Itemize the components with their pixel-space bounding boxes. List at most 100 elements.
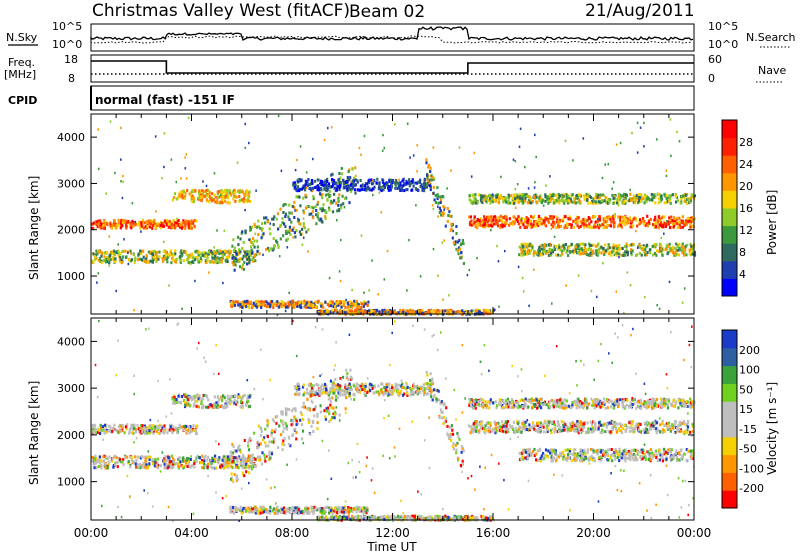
- range-cell: [586, 248, 588, 251]
- range-cell: [330, 304, 332, 307]
- range-cell: [324, 415, 326, 418]
- range-cell: [138, 222, 140, 225]
- range-cell: [190, 465, 192, 468]
- range-cell: [652, 196, 654, 199]
- range-cell: [312, 304, 314, 307]
- range-cell: [273, 223, 275, 226]
- noise-cell: [161, 177, 163, 179]
- range-cell: [276, 304, 278, 307]
- range-cell: [330, 418, 332, 421]
- range-cell: [180, 401, 182, 404]
- range-cell: [289, 229, 291, 232]
- range-cell: [308, 421, 310, 424]
- range-cell: [293, 216, 295, 219]
- range-cell: [239, 199, 241, 202]
- range-cell: [550, 217, 552, 220]
- noise-cell: [442, 298, 444, 300]
- range-cell: [495, 219, 497, 222]
- range-cell: [321, 193, 323, 196]
- noise-cell: [632, 243, 634, 245]
- range-cell: [549, 248, 551, 251]
- range-cell: [296, 420, 298, 423]
- range-cell: [530, 215, 532, 218]
- range-cell: [186, 465, 188, 468]
- range-cell: [105, 455, 107, 458]
- range-cell: [237, 448, 239, 451]
- range-cell: [674, 222, 676, 225]
- range-cell: [282, 430, 284, 433]
- range-cell: [529, 198, 531, 201]
- noise-cell: [432, 204, 434, 206]
- range-cell: [285, 422, 287, 425]
- range-cell: [604, 244, 606, 247]
- range-cell: [632, 250, 634, 253]
- range-cell: [509, 217, 511, 220]
- range-cell: [201, 455, 203, 458]
- range-cell: [314, 186, 316, 189]
- range-cell: [290, 221, 292, 224]
- range-cell: [435, 194, 437, 197]
- noise-cell: [194, 280, 196, 282]
- range-cell: [226, 189, 228, 192]
- range-cell: [566, 225, 568, 228]
- range-cell: [519, 197, 521, 200]
- range-cell: [550, 252, 552, 255]
- power-x-axis: [91, 114, 694, 314]
- range-cell: [97, 225, 99, 228]
- range-cell: [184, 195, 186, 198]
- range-cell: [348, 170, 350, 173]
- range-cell: [312, 206, 314, 209]
- range-cell: [556, 220, 558, 223]
- range-cell: [344, 306, 346, 309]
- noise-cell: [213, 246, 215, 248]
- noise-cell: [515, 160, 517, 162]
- range-cell: [301, 228, 303, 231]
- range-cell: [299, 419, 301, 422]
- range-cell: [433, 310, 435, 313]
- range-cell: [273, 420, 275, 423]
- range-cell: [272, 306, 274, 309]
- range-cell: [284, 437, 286, 440]
- range-cell: [94, 255, 96, 258]
- noise-cell: [433, 146, 435, 148]
- range-cell: [682, 195, 684, 198]
- range-cell: [137, 464, 139, 467]
- range-cell: [435, 201, 437, 204]
- noise-cell: [682, 301, 684, 303]
- range-cell: [439, 207, 441, 210]
- range-cell: [331, 178, 333, 181]
- range-cell: [500, 197, 502, 200]
- range-cell: [648, 220, 650, 223]
- colorbar-segment: [722, 120, 737, 138]
- range-cell: [262, 438, 264, 441]
- range-cell: [310, 206, 312, 209]
- range-cell: [563, 195, 565, 198]
- range-cell: [162, 260, 164, 263]
- range-cell: [644, 201, 646, 204]
- range-cell: [202, 397, 204, 400]
- range-cell: [312, 216, 314, 219]
- range-cell: [492, 219, 494, 222]
- noise-cell: [620, 142, 622, 144]
- range-cell: [341, 393, 343, 396]
- noise-cell: [644, 296, 646, 298]
- range-cell: [655, 225, 657, 228]
- range-cell: [207, 195, 209, 198]
- range-cell: [209, 195, 211, 198]
- noise-cell: [115, 290, 117, 292]
- range-cell: [358, 305, 360, 308]
- range-cell: [282, 204, 284, 207]
- range-cell: [527, 219, 529, 222]
- range-cell: [232, 466, 234, 469]
- range-cell: [572, 250, 574, 253]
- range-cell: [631, 220, 633, 223]
- range-cell: [164, 466, 166, 469]
- range-cell: [248, 261, 250, 264]
- range-cell: [184, 250, 186, 253]
- range-cell: [193, 397, 195, 400]
- range-cell: [690, 245, 692, 248]
- range-cell: [227, 260, 229, 263]
- range-cell: [99, 219, 101, 222]
- noise-cell: [345, 299, 347, 301]
- range-cell: [189, 404, 191, 407]
